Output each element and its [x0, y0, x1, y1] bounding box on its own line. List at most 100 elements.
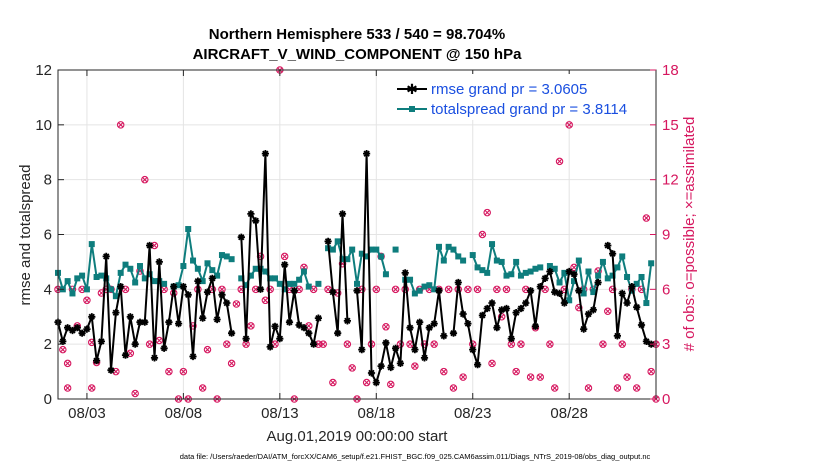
- y-tick-label: 2: [44, 336, 52, 353]
- rmse-point: [334, 329, 342, 337]
- obs-assimilated-marker: [508, 341, 515, 347]
- obs-assimilated-marker: [320, 341, 327, 347]
- obs-assimilated-marker: [373, 286, 380, 293]
- obs-count-point: [411, 362, 419, 370]
- totalspread-point: [532, 265, 539, 272]
- y2-tick-label: 3: [662, 336, 670, 353]
- rmse-point: [126, 313, 134, 321]
- rmse-point: [228, 329, 236, 337]
- rmse-point: [146, 241, 154, 250]
- obs-assimilated-marker: [571, 264, 577, 271]
- obs-possible-marker: [343, 340, 352, 348]
- obs-count-point: [526, 373, 535, 381]
- obs-count-point: [488, 359, 496, 368]
- obs-possible-marker: [348, 364, 356, 372]
- rmse-point: [464, 320, 472, 328]
- totalspread-point: [243, 282, 250, 289]
- obs-assimilated-marker: [633, 385, 640, 391]
- totalspread-point: [571, 278, 578, 285]
- obs-assimilated-marker: [233, 301, 240, 307]
- totalspread-point: [194, 265, 201, 272]
- obs-count-point: [546, 340, 554, 348]
- obs-assimilated-marker: [204, 346, 211, 353]
- totalspread-point: [498, 258, 505, 265]
- rmse-point: [305, 329, 313, 337]
- obs-count-point: [623, 373, 631, 381]
- rmse-point: [628, 283, 636, 291]
- totalspread-point: [161, 280, 168, 287]
- totalspread-point: [363, 253, 370, 260]
- obs-count-point: [478, 230, 487, 239]
- totalspread-point: [407, 276, 414, 283]
- chart-title: Northern Hemisphere 533 / 540 = 98.704%: [209, 26, 505, 43]
- rmse-point: [150, 354, 159, 362]
- rmse-point: [493, 324, 501, 332]
- rmse-point: [377, 362, 385, 370]
- rmse-line: [356, 152, 445, 384]
- rmse-point: [276, 335, 284, 343]
- obs-possible-marker: [536, 373, 545, 381]
- obs-possible-marker: [613, 384, 622, 392]
- obs-count-point: [319, 340, 327, 348]
- obs-count-point: [232, 300, 241, 308]
- totalspread-point: [648, 260, 655, 267]
- totalspread-point: [373, 246, 380, 253]
- totalspread-point: [64, 278, 71, 285]
- rmse-point: [382, 339, 390, 347]
- obs-count-point: [382, 323, 390, 331]
- obs-possible-marker: [517, 340, 525, 348]
- obs-possible-marker: [493, 285, 501, 294]
- y2-tick-label: 15: [662, 117, 679, 134]
- rmse-point: [440, 332, 448, 340]
- obs-assimilated-marker: [392, 286, 399, 293]
- obs-possible-marker: [141, 175, 149, 184]
- chart-subtitle: AIRCRAFT_V_WIND_COMPONENT @ 150 hPa: [193, 46, 523, 63]
- totalspread-point: [522, 269, 529, 276]
- totalspread-point: [214, 272, 221, 279]
- obs-possible-marker: [449, 384, 458, 392]
- obs-count-point: [348, 364, 356, 372]
- rmse-point: [454, 278, 462, 287]
- obs-assimilated-marker: [272, 341, 278, 347]
- totalspread-point: [127, 265, 134, 272]
- rmse-point: [392, 344, 400, 352]
- totalspread-point: [450, 246, 457, 253]
- obs-possible-marker: [565, 121, 573, 129]
- totalspread-point: [79, 272, 86, 279]
- obs-possible-marker: [247, 322, 255, 330]
- obs-count-point: [280, 252, 289, 261]
- totalspread-point: [479, 267, 486, 274]
- totalspread-point: [624, 273, 631, 280]
- totalspread-point: [416, 287, 423, 294]
- rmse-point: [88, 313, 96, 321]
- obs-assimilated-marker: [262, 297, 269, 304]
- obs-count-point: [444, 285, 453, 294]
- rmse-point: [295, 321, 303, 329]
- totalspread-point: [638, 273, 645, 280]
- obs-possible-marker: [198, 384, 207, 392]
- rmse-point: [112, 309, 120, 317]
- rmse-point: [213, 315, 221, 324]
- totalspread-point: [575, 257, 582, 264]
- obs-count-point: [391, 285, 400, 294]
- rmse-point: [527, 287, 535, 295]
- obs-assimilated-marker: [585, 385, 592, 391]
- obs-count-point: [647, 367, 655, 376]
- obs-assimilated-marker: [479, 231, 486, 238]
- rmse-point: [242, 335, 250, 343]
- totalspread-point: [98, 272, 105, 279]
- rmse-point: [406, 324, 414, 332]
- obs-assimilated-marker: [643, 215, 650, 221]
- obs-assimilated-marker: [349, 365, 355, 371]
- totalspread-point: [209, 267, 216, 274]
- obs-possible-marker: [488, 359, 496, 368]
- rmse-point: [546, 267, 554, 276]
- rmse-point: [536, 283, 544, 291]
- rmse-point: [435, 287, 443, 295]
- obs-possible-marker: [512, 367, 520, 376]
- rmse-point: [160, 344, 168, 352]
- obs-count-point: [387, 380, 395, 389]
- rmse-point: [613, 332, 621, 340]
- totalspread-point: [108, 286, 115, 293]
- obs-assimilated-marker: [445, 286, 452, 293]
